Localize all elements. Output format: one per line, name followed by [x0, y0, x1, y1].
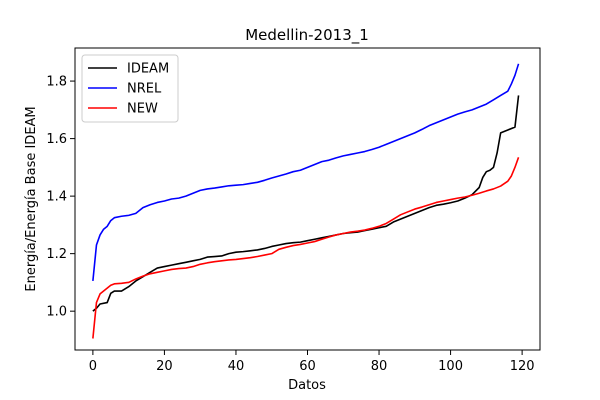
y-tick-label: 1.6 [46, 132, 67, 147]
chart-title: Medellin-2013_1 [245, 26, 369, 45]
legend-label-new: NEW [127, 102, 158, 117]
x-axis-ticks: 0 20 40 60 80 100 120 [89, 350, 535, 374]
x-tick-label: 100 [438, 359, 463, 374]
series-line-new [92, 157, 520, 339]
x-tick-label: 60 [299, 359, 316, 374]
x-tick-label: 20 [156, 359, 173, 374]
series-line-ideam [92, 95, 520, 312]
y-axis-label: Energía/Energía Base IDEAM [24, 106, 39, 291]
x-axis-label: Datos [288, 378, 326, 393]
legend-box [81, 54, 179, 123]
y-tick-label: 1.2 [46, 247, 67, 262]
legend-label-ideam: IDEAM [127, 62, 169, 77]
series-lines [92, 63, 520, 339]
y-tick-label: 1.8 [46, 75, 67, 90]
x-tick-label: 80 [371, 359, 388, 374]
x-tick-label: 120 [510, 359, 535, 374]
series-line-nrel [92, 63, 520, 282]
legend: IDEAM NREL NEW [81, 54, 179, 123]
x-tick-label: 40 [228, 359, 245, 374]
x-tick-label: 0 [89, 359, 97, 374]
y-tick-label: 1.0 [46, 305, 67, 320]
y-axis-ticks: 1.0 1.2 1.4 1.6 1.8 [46, 75, 75, 320]
y-tick-label: 1.4 [46, 190, 67, 205]
legend-label-nrel: NREL [127, 82, 162, 97]
